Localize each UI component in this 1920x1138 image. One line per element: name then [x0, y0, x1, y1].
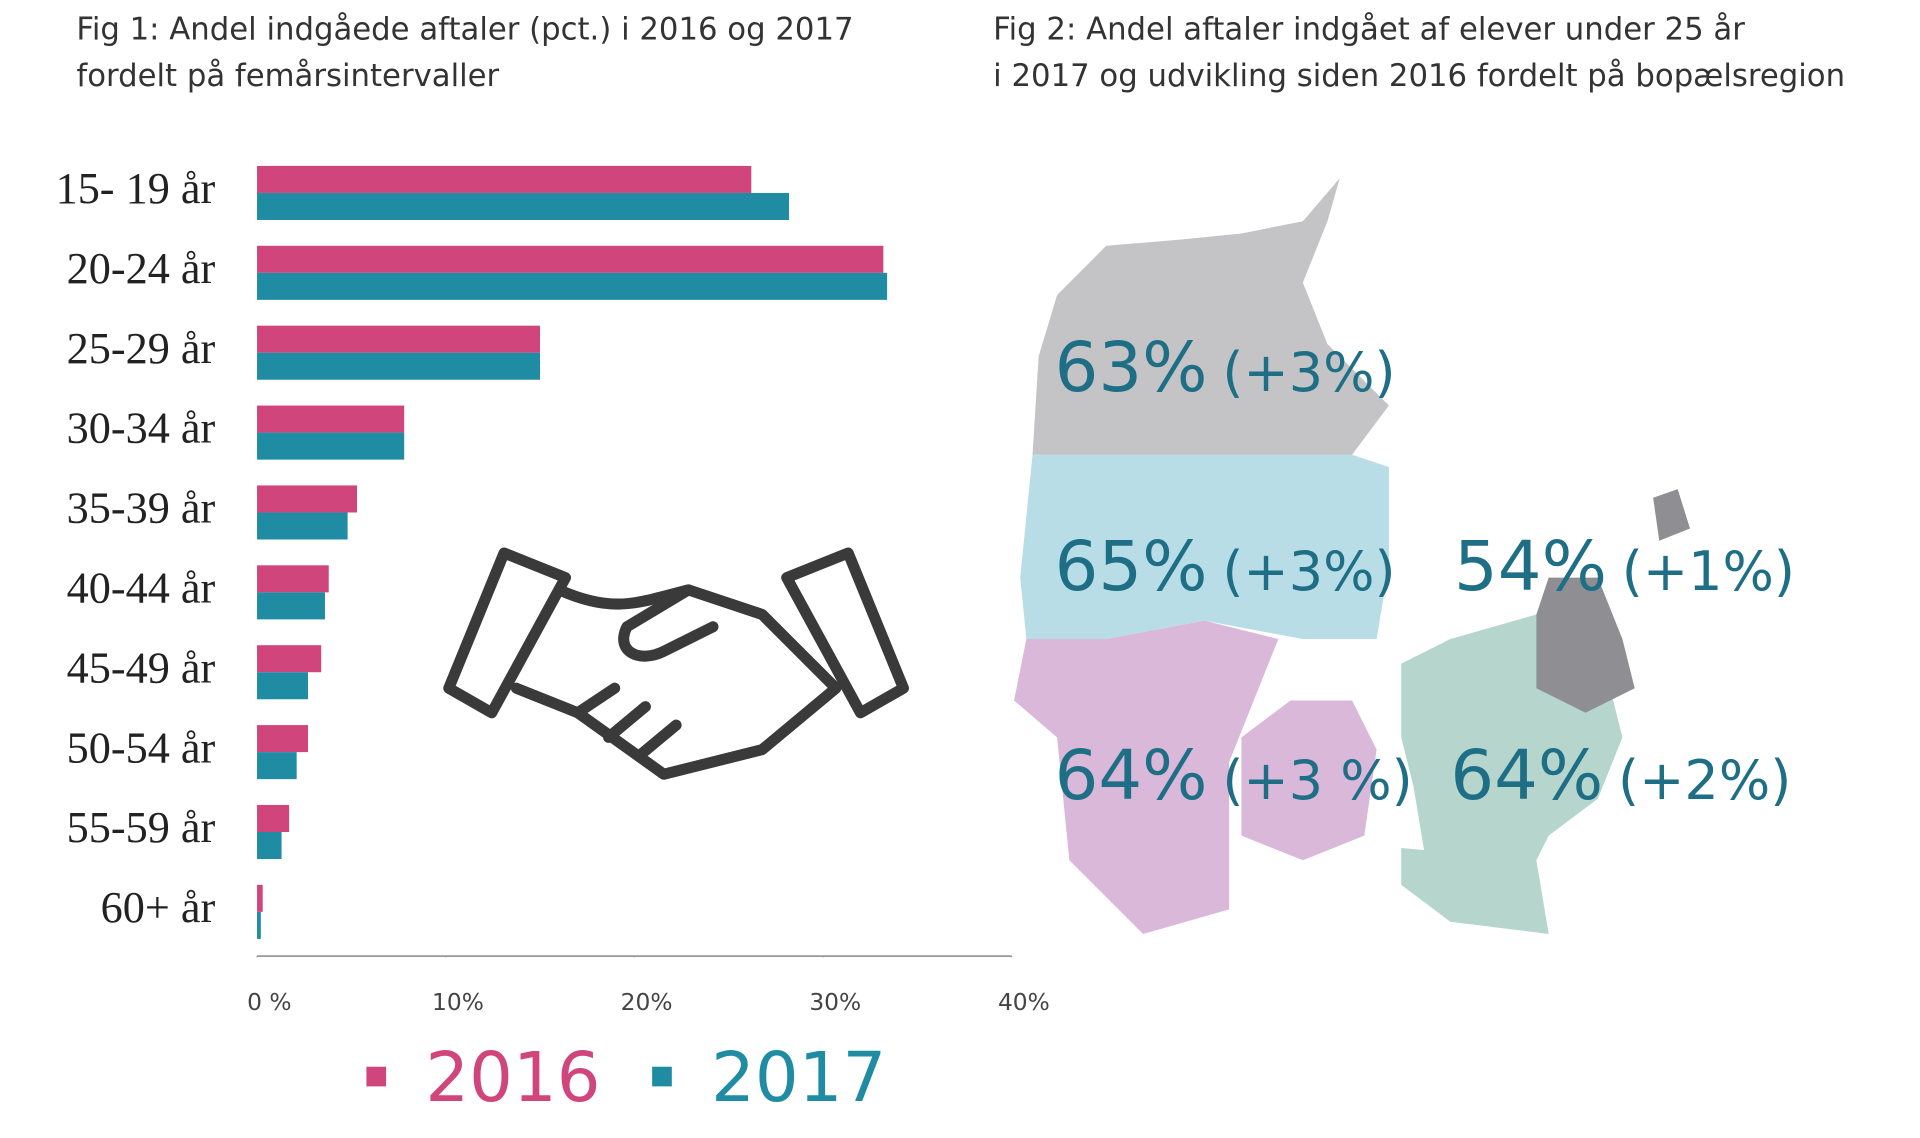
y-tick-label: 50-54 år	[67, 723, 216, 772]
bar	[257, 911, 261, 939]
region-change: (+3%)	[1222, 540, 1395, 603]
chart-title: fordelt på femårsintervaller	[76, 58, 499, 94]
legend-label: 2016	[425, 1038, 600, 1118]
region	[1014, 620, 1279, 934]
legend-swatch	[652, 1066, 672, 1087]
region-label: 65%	[1055, 527, 1208, 607]
legend-label: 2017	[711, 1038, 886, 1118]
bar	[257, 565, 329, 593]
region	[1653, 489, 1690, 541]
x-tick-label: 10%	[432, 988, 484, 1016]
x-tick-label: 30%	[809, 988, 861, 1016]
region	[1020, 454, 1389, 640]
bar	[257, 272, 888, 300]
bar	[257, 672, 308, 700]
region-change: (+3 %)	[1222, 749, 1412, 812]
y-tick-label: 40-44 år	[67, 564, 216, 613]
y-tick-label: 55-59 år	[67, 803, 216, 852]
map	[1014, 178, 1690, 934]
y-tick-label: 20-24 år	[67, 244, 216, 293]
region-label: 64%	[1055, 736, 1208, 816]
region-change: (+2%)	[1618, 749, 1791, 812]
region	[1401, 847, 1549, 934]
map-title: Fig 2: Andel aftaler indgået af elever u…	[993, 11, 1745, 47]
region-label: 64%	[1450, 736, 1603, 816]
map-title: i 2017 og udvikling siden 2016 fordelt p…	[993, 58, 1845, 94]
bar	[257, 245, 884, 273]
bar	[257, 884, 263, 912]
y-tick-label: 45-49 år	[67, 643, 216, 692]
region	[1536, 577, 1635, 713]
region-label: 54%	[1454, 527, 1607, 607]
bar	[257, 405, 405, 433]
y-tick-label: 25-29 år	[67, 324, 216, 373]
bar	[257, 592, 325, 620]
x-tick-label: 0 %	[247, 988, 291, 1016]
region	[1241, 700, 1377, 861]
bar	[257, 325, 541, 353]
bar	[257, 192, 790, 220]
chart-title: Fig 1: Andel indgåede aftaler (pct.) i 2…	[76, 11, 853, 47]
x-tick-label: 40%	[998, 988, 1050, 1016]
region-change: (+1%)	[1622, 540, 1795, 603]
bar	[257, 352, 541, 380]
y-tick-label: 30-34 år	[67, 404, 216, 453]
bar	[257, 804, 290, 832]
bar	[257, 432, 405, 460]
bar	[257, 831, 282, 860]
y-tick-label: 35-39 år	[67, 484, 216, 533]
y-tick-label: 15- 19 år	[56, 164, 216, 213]
region-change: (+3%)	[1222, 341, 1395, 404]
x-tick-label: 20%	[621, 988, 673, 1016]
bar	[257, 165, 752, 193]
legend-swatch	[366, 1066, 387, 1087]
y-tick-label: 60+ år	[101, 883, 216, 932]
bar	[257, 645, 322, 673]
bar	[257, 725, 308, 753]
region	[1032, 178, 1389, 455]
bar	[257, 485, 358, 513]
bar	[257, 752, 297, 780]
bar	[257, 512, 348, 540]
region-label: 63%	[1055, 328, 1208, 408]
handshake-icon	[443, 547, 909, 780]
